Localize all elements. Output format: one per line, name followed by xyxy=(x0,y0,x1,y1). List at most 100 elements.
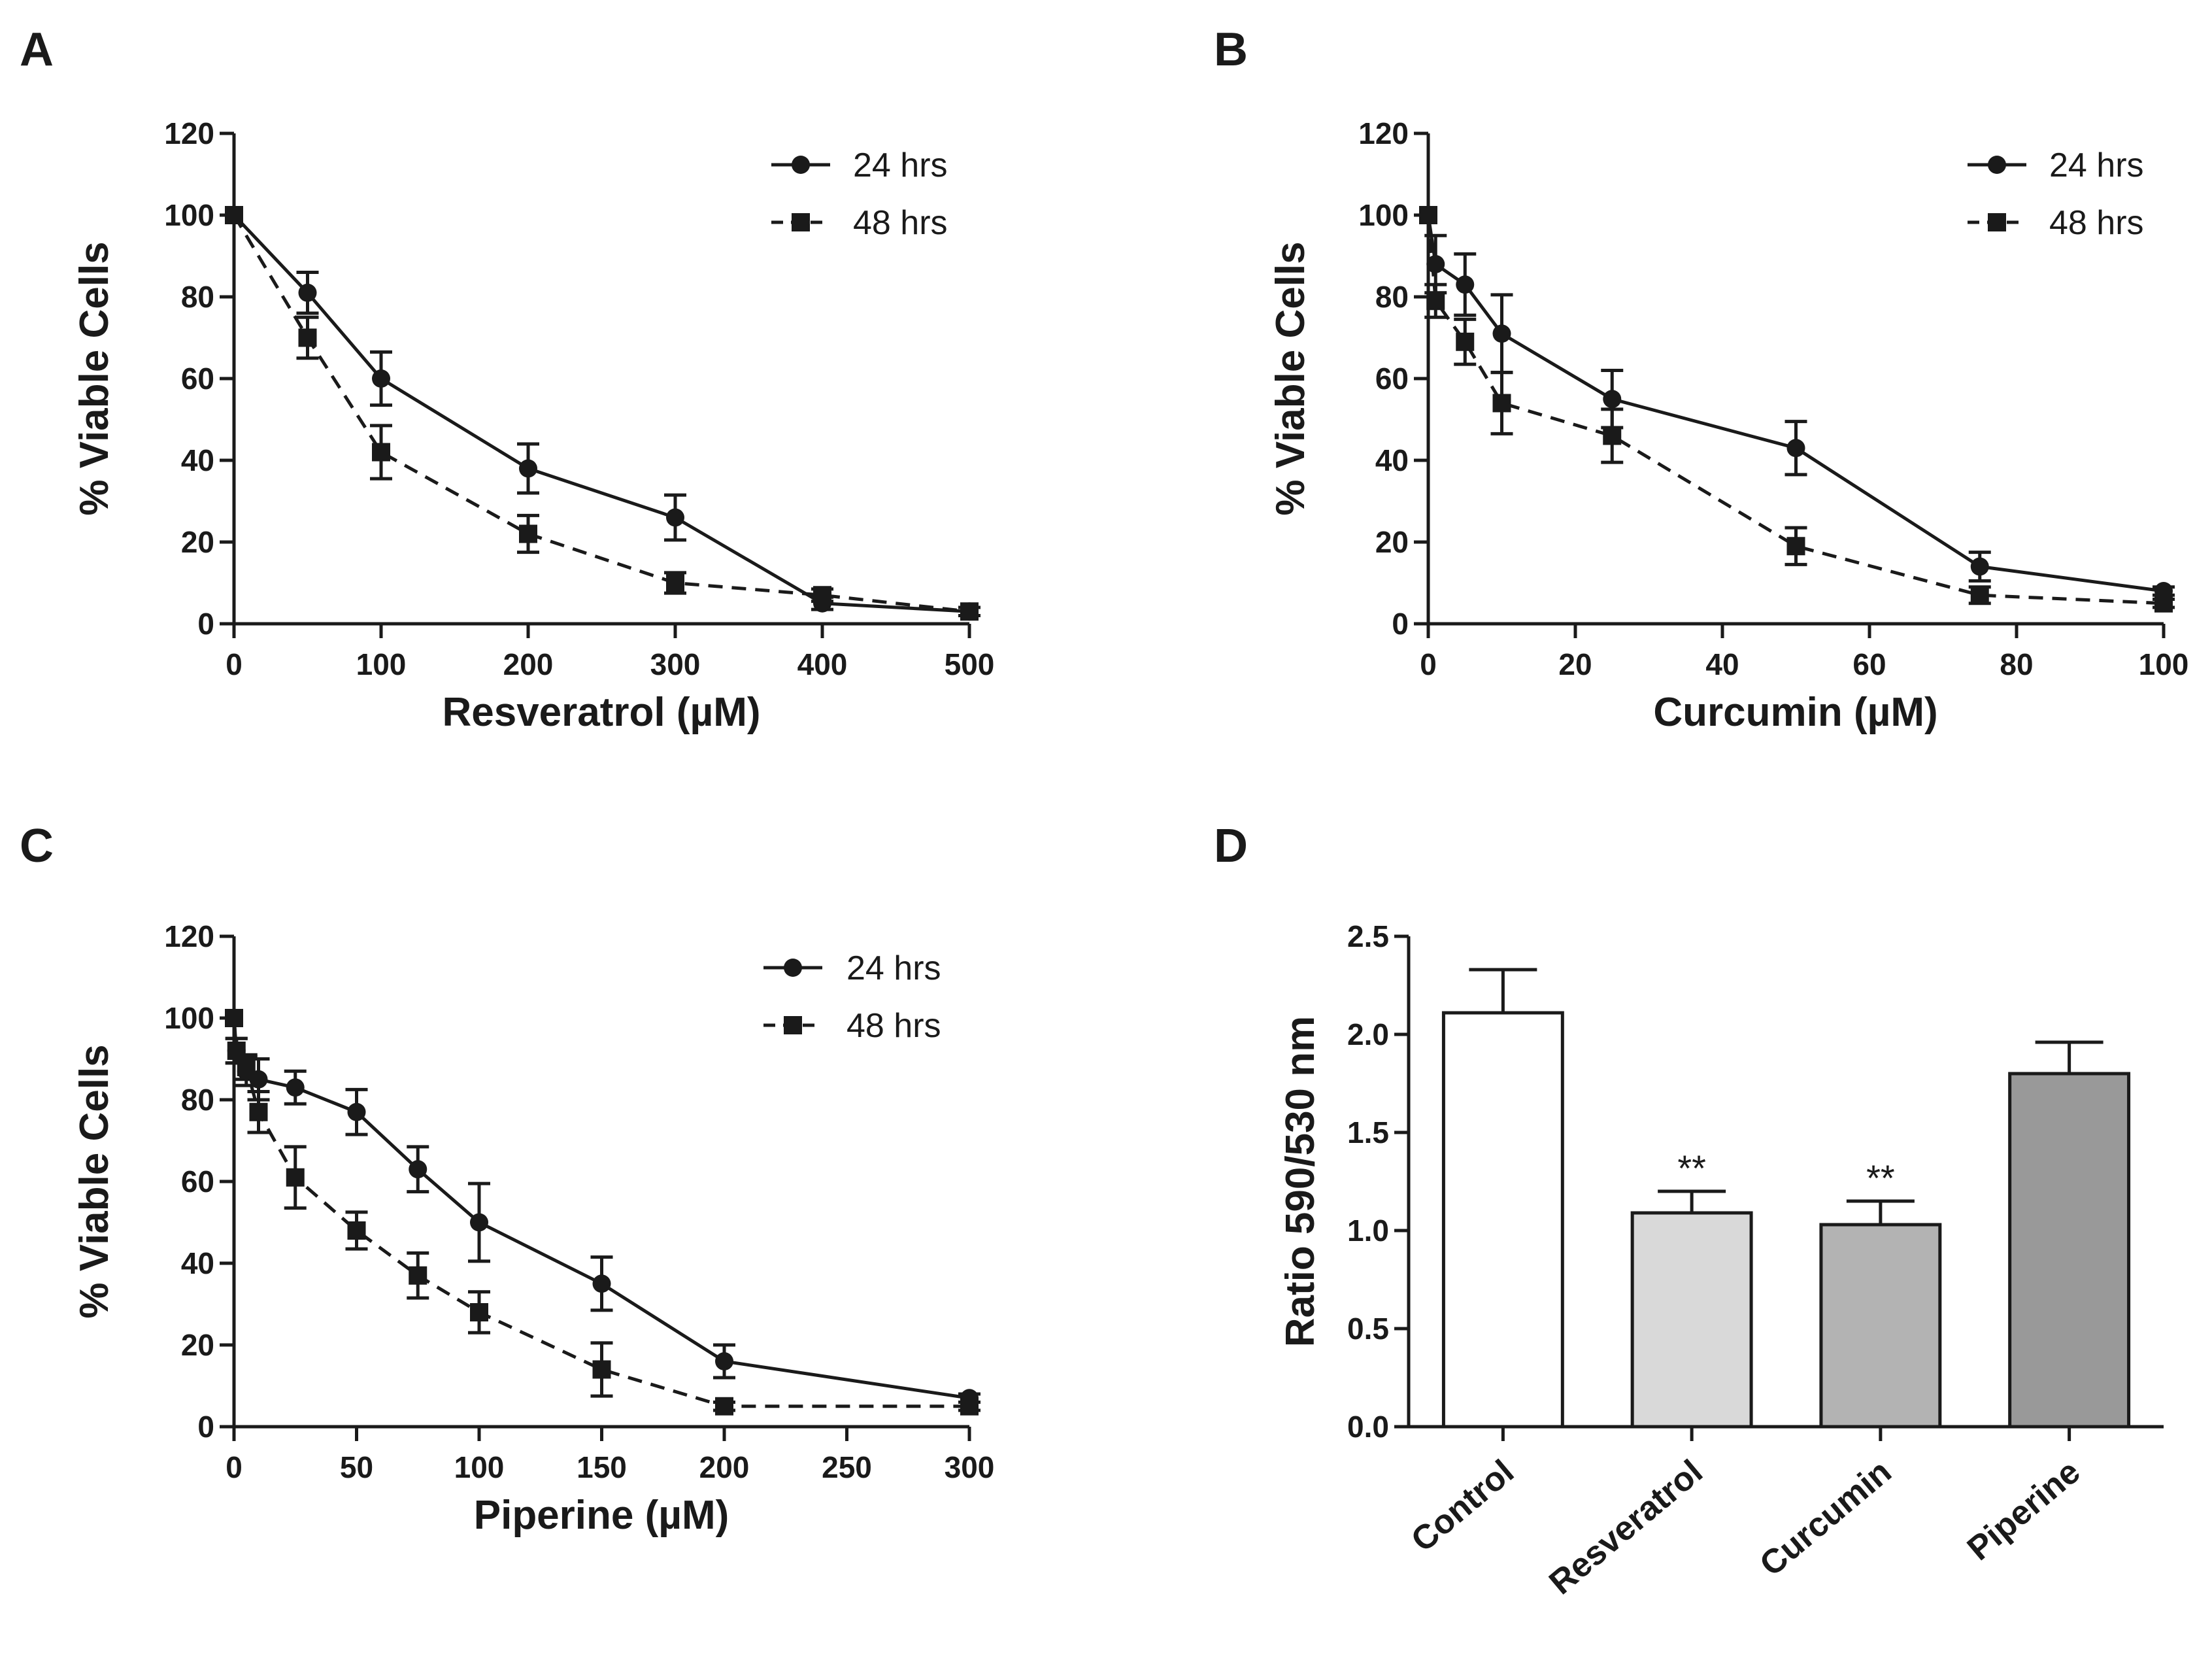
panel-label: A xyxy=(20,24,54,76)
panel-c: C 0 20 40 60 80 100 120 % Viable Cells 0 50 100 150 2… xyxy=(20,820,994,1538)
x-tick-label: 200 xyxy=(699,1450,750,1484)
y-axis-title: % Viable Cells xyxy=(72,241,117,515)
legend-entry: 48 hrs xyxy=(763,1007,941,1045)
series-line xyxy=(233,214,970,613)
y-tick-label: 20 xyxy=(181,1328,214,1362)
series-48-hrs xyxy=(1419,206,2175,613)
series-line xyxy=(232,1017,970,1400)
y-tick-label: 100 xyxy=(164,198,214,232)
bar-group: ** Curcumin xyxy=(1752,1157,1942,1584)
panel-label: D xyxy=(1214,820,1248,872)
bar-group: ** Resveratrol xyxy=(1542,1148,1753,1602)
legend-label: 24 hrs xyxy=(2049,146,2144,184)
data-point xyxy=(1426,292,1445,311)
series-line xyxy=(232,214,970,613)
legend-label: 48 hrs xyxy=(2049,204,2144,242)
x-tick-label: 250 xyxy=(822,1450,872,1484)
y-tick-label: 0 xyxy=(197,607,214,641)
panel-b: B 0 20 40 60 80 100 120 % Viable Cells 0 20 40 60 80 1… xyxy=(1214,24,2188,735)
x-tick-label: 50 xyxy=(340,1450,373,1484)
data-point xyxy=(372,443,390,462)
y-tick-label: 0 xyxy=(1392,607,1409,641)
data-point xyxy=(1786,439,1805,458)
x-tick-label: 200 xyxy=(503,647,554,681)
y-tick-label: 1.0 xyxy=(1347,1214,1389,1248)
panel-d: D 0.0 0.5 1.0 1.5 2.0 2.5 Ratio 590/530 nm Contr… xyxy=(1214,820,2164,1602)
data-point xyxy=(298,283,317,302)
y-tick-label: 120 xyxy=(164,919,214,953)
y-tick-label: 0 xyxy=(197,1410,214,1444)
y-tick-label: 40 xyxy=(181,443,214,477)
data-point xyxy=(1419,206,1437,224)
x-tick-label: 100 xyxy=(356,647,407,681)
y-tick-label: 40 xyxy=(181,1246,214,1280)
data-point xyxy=(347,1102,366,1121)
y-tick-label: 80 xyxy=(1375,280,1409,314)
category-label: Piperine xyxy=(1960,1453,2087,1568)
y-tick-label: 20 xyxy=(181,525,214,559)
data-point xyxy=(249,1102,268,1121)
legend-entry: 24 hrs xyxy=(1968,146,2144,184)
x-tick-label: 20 xyxy=(1558,647,1592,681)
legend-marker xyxy=(792,156,810,174)
legend-entry: 24 hrs xyxy=(771,146,948,184)
legend-label: 24 hrs xyxy=(853,146,948,184)
y-tick-label: 120 xyxy=(1358,116,1409,150)
y-tick-label: 0.0 xyxy=(1347,1410,1389,1444)
data-point xyxy=(409,1266,427,1285)
data-point xyxy=(666,508,684,527)
data-point xyxy=(1456,275,1475,294)
legend-marker xyxy=(1988,156,2006,174)
data-point xyxy=(519,459,537,478)
y-tick-label: 60 xyxy=(181,1164,214,1198)
legend-marker xyxy=(784,1016,802,1034)
data-point xyxy=(470,1213,488,1232)
y-tick-label: 20 xyxy=(1375,525,1409,559)
data-point xyxy=(1970,586,1989,605)
legend-entry: 48 hrs xyxy=(771,204,948,242)
x-tick-label: 0 xyxy=(226,1450,243,1484)
legend-label: 48 hrs xyxy=(846,1007,941,1045)
data-point xyxy=(372,369,390,388)
panel-label: C xyxy=(20,820,54,872)
data-point xyxy=(409,1160,427,1179)
legend-entry: 48 hrs xyxy=(1968,204,2144,242)
bar xyxy=(1441,1011,1564,1429)
data-point xyxy=(666,573,684,592)
legend-label: 24 hrs xyxy=(846,949,941,987)
data-point xyxy=(592,1360,611,1379)
data-point xyxy=(592,1274,611,1293)
y-tick-label: 1.5 xyxy=(1347,1115,1389,1149)
legend-marker xyxy=(792,213,810,231)
y-tick-label: 80 xyxy=(181,1083,214,1117)
y-axis-title: % Viable Cells xyxy=(72,1044,117,1318)
data-point xyxy=(1426,255,1445,273)
y-axis-title: % Viable Cells xyxy=(1268,241,1313,515)
data-point xyxy=(470,1303,488,1321)
y-axis-title: Ratio 590/530 nm xyxy=(1278,1016,1323,1348)
x-axis-title: Resveratrol (µM) xyxy=(442,690,760,735)
legend-label: 48 hrs xyxy=(853,204,948,242)
x-tick-label: 500 xyxy=(945,647,995,681)
series-48-hrs xyxy=(225,1009,980,1416)
x-tick-label: 100 xyxy=(2139,647,2189,681)
data-point xyxy=(298,328,317,347)
y-tick-label: 120 xyxy=(164,116,214,150)
x-tick-label: 0 xyxy=(226,647,243,681)
x-tick-label: 100 xyxy=(454,1450,505,1484)
significance-label: ** xyxy=(1866,1157,1895,1198)
y-tick-label: 40 xyxy=(1375,443,1409,477)
data-point xyxy=(1492,394,1511,413)
data-point xyxy=(237,1058,256,1076)
significance-label: ** xyxy=(1677,1148,1706,1189)
data-point xyxy=(347,1221,366,1240)
data-point xyxy=(2154,594,2173,613)
data-point xyxy=(227,1042,246,1060)
x-tick-label: 60 xyxy=(1852,647,1886,681)
y-tick-label: 100 xyxy=(1358,198,1409,232)
legend-entry: 24 hrs xyxy=(763,949,941,987)
category-label: Resveratrol xyxy=(1542,1453,1709,1602)
series-48-hrs xyxy=(225,206,980,621)
bar xyxy=(1819,1223,1942,1429)
